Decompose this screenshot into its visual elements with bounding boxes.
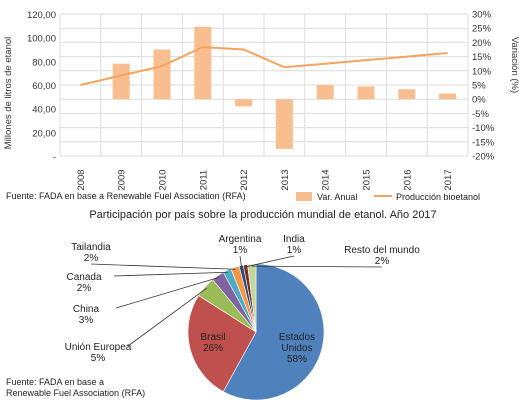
pie-label-canada: Canada [66,272,101,283]
right-axis-tick-label: -10% [472,123,495,134]
combo-chart: - 20,00 40,00 60,00 80,00 100,00 120,00 -20% -15… [3,10,519,203]
bar-var-anual-2009 [112,63,130,100]
x-tick-label: 2012 [239,169,250,190]
leader-line-india [245,255,295,268]
right-axis-tick-label: 5% [472,81,486,92]
left-axis-tick-label: 40,00 [32,105,56,116]
pie-label-india: 1% [287,245,302,256]
bar-var-anual-2011 [194,26,212,100]
pie-source-note: Renewable Fuel Association (RFA) [6,388,145,398]
left-axis-tick-label: 100,00 [27,34,56,45]
x-tick-label: 2011 [198,170,209,190]
right-axis-tick-label: -15% [472,137,495,148]
x-tick-label: 2009 [117,169,128,190]
x-tick-label: 2014 [321,169,332,190]
bar-var-anual-2010 [153,49,171,100]
x-tick-label: 2008 [76,169,87,190]
legend-swatch-var-anual [296,192,312,201]
x-tick-label: 2017 [443,169,454,190]
pie-label-argentina: 1% [233,245,248,256]
x-tick-label: 2015 [362,169,373,190]
leader-line-tailandia [90,263,236,270]
source-note: Fuente: FADA en base a Renewable Fuel As… [6,191,246,201]
pie-label-canada: 2% [77,283,92,294]
left-axis-tick-label: - [53,152,56,163]
pie-title: Participación por país sobre la producci… [89,209,436,221]
right-axis-tick-label: -5% [472,109,489,120]
left-axis-tick-label: 120,00 [27,10,56,21]
pie-label-resto-del-mundo: 2% [375,256,390,267]
pie-label-tailandia: 2% [84,253,99,264]
right-axis-tick-label: 20% [472,38,492,49]
left-axis-tick-label: 20,00 [32,128,56,139]
bar-var-anual-2014 [316,85,334,100]
bar-var-anual-2013 [275,99,293,149]
left-axis-tick-label: 80,00 [32,57,56,68]
right-axis-tick-label: 10% [472,66,492,77]
legend-label-var-anual: Var. Anual [317,192,357,202]
pie-label-brasil: Brasil [200,332,225,343]
pie-slice-brasil [187,295,257,392]
right-axis-tick-label: 30% [472,10,492,21]
pie-source-note: Fuente: FADA en base a [6,377,104,387]
leader-line-unión-europea [127,288,207,347]
leader-line-canada [113,271,228,277]
right-axis-tick-label: 25% [472,24,492,35]
legend-label-produccion: Producción bioetanol [396,192,480,202]
pie-label-estados-unidos: Estados [279,332,315,343]
right-axis-title: Variación (%) [509,37,519,93]
pie-label-india: India [283,234,305,245]
pie-label-estados-unidos: 58% [287,354,307,365]
pie-label-brasil: 26% [203,343,223,354]
x-tick-label: 2013 [280,169,291,190]
x-tick-label: 2016 [402,169,413,190]
pie-label-china: 3% [79,315,94,326]
left-axis-tick-label: 60,00 [32,81,56,92]
bar-var-anual-2015 [357,86,375,100]
left-axis-title: Millones de litros de etanol [3,37,14,149]
pie-label-tailandia: Tailandia [71,242,111,253]
x-tick-label: 2010 [158,169,169,190]
pie-chart: Participación por país sobre la producci… [6,209,437,400]
bar-var-anual-2017 [439,93,457,100]
pie-label-unión-europea: 5% [91,353,106,364]
pie-label-china: China [73,304,100,315]
leader-line-resto-del-mundo [251,265,383,268]
right-axis-tick-label: 15% [472,52,492,63]
pie-label-resto-del-mundo: Resto del mundo [344,245,420,256]
leader-line-argentina [239,255,242,268]
line-produccion-bioetanol [80,46,448,86]
pie-label-unión-europea: Unión Europea [65,342,132,353]
right-axis-tick-label: -20% [472,152,495,163]
bar-var-anual-2012 [235,99,253,107]
bar-var-anual-2016 [398,89,416,100]
leader-line-china [115,277,220,309]
pie-slice-resto-del-mundo [247,263,257,333]
right-axis-tick-label: 0% [472,95,486,106]
pie-label-estados-unidos: Unidos [281,343,312,354]
pie-label-argentina: Argentina [219,234,262,245]
